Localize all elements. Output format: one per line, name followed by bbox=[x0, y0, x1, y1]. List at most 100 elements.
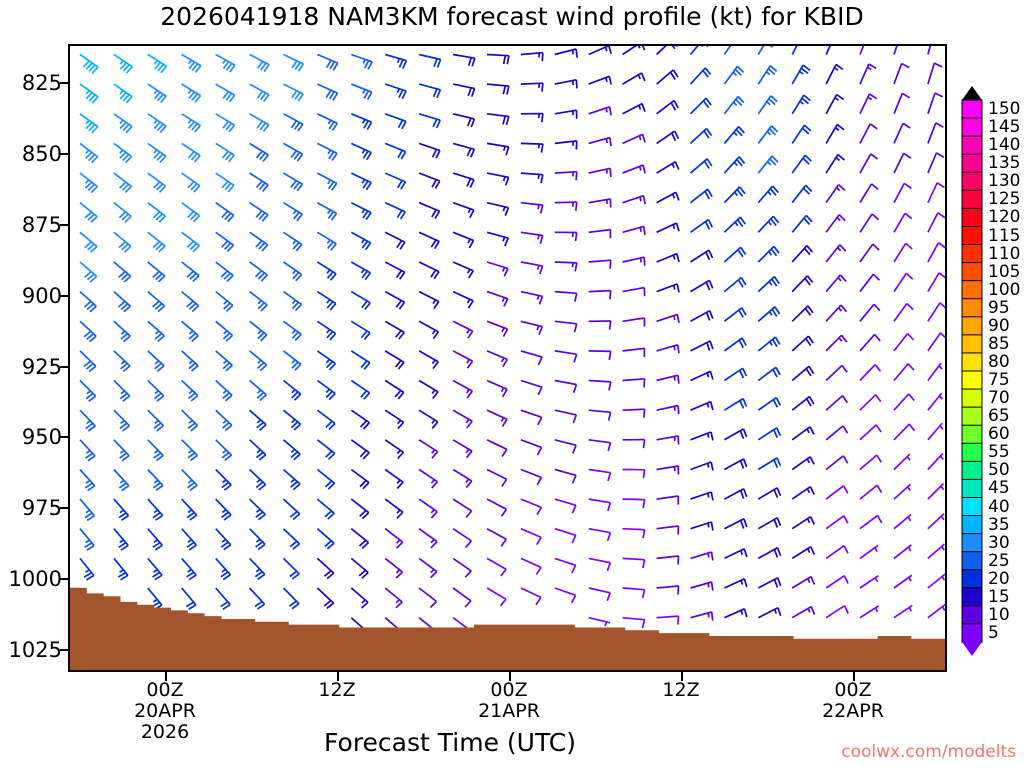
wind-barb bbox=[724, 548, 748, 560]
wind-barb bbox=[690, 279, 714, 293]
wind-barb bbox=[656, 555, 680, 565]
wind-barb bbox=[215, 202, 235, 223]
attribution-link[interactable]: coolwx.com/modelts bbox=[841, 742, 1016, 762]
wind-barb bbox=[181, 113, 202, 133]
x-axis-tick-label: 12Z bbox=[318, 680, 355, 701]
x-axis-tick-line: 00Z bbox=[834, 679, 872, 701]
wind-barb bbox=[656, 252, 680, 263]
wind-barb bbox=[554, 498, 577, 514]
wind-barb bbox=[181, 350, 199, 372]
wind-barb bbox=[350, 379, 371, 400]
y-axis-tick-label: 900 bbox=[21, 283, 62, 308]
wind-barb bbox=[282, 350, 302, 371]
wind-barb bbox=[724, 488, 748, 500]
x-axis-tick-line: 00Z bbox=[490, 679, 528, 701]
colorbar-swatch bbox=[961, 135, 983, 156]
y-axis-tick-label: 875 bbox=[21, 212, 62, 237]
wind-barb bbox=[181, 83, 202, 103]
wind-barb bbox=[622, 72, 646, 85]
colorbar-tick-label: 80 bbox=[988, 352, 1010, 372]
x-axis-tick-mark bbox=[853, 672, 855, 681]
wind-barb bbox=[384, 557, 404, 579]
wind-barb bbox=[282, 528, 301, 550]
wind-barb bbox=[316, 290, 337, 311]
wind-barb bbox=[350, 83, 373, 101]
wind-barb bbox=[622, 616, 646, 629]
wind-barb bbox=[757, 245, 780, 263]
wind-barb bbox=[723, 95, 745, 115]
wind-barb bbox=[588, 75, 613, 85]
y-axis-tick-mark bbox=[60, 507, 69, 510]
wind-barb bbox=[215, 379, 233, 402]
wind-barb bbox=[316, 439, 336, 460]
colorbar-swatch bbox=[961, 244, 983, 264]
y-axis-tick-label: 825 bbox=[21, 70, 62, 95]
colorbar-swatch bbox=[961, 496, 983, 517]
wind-barb bbox=[825, 153, 846, 174]
wind-barb bbox=[927, 92, 944, 115]
colorbar-tick-label: 10 bbox=[988, 604, 1010, 625]
wind-barb bbox=[656, 615, 680, 625]
wind-barb bbox=[418, 83, 442, 99]
colorbar-tick-label: 70 bbox=[988, 388, 1010, 409]
wind-barb bbox=[181, 172, 201, 193]
x-axis-tick-label: 00Z 20APR 2026 bbox=[134, 680, 196, 743]
wind-barb bbox=[418, 172, 441, 189]
colorbar-tick-label: 65 bbox=[988, 406, 1010, 427]
wind-barb bbox=[452, 320, 474, 339]
wind-barb bbox=[520, 51, 544, 62]
wind-barb bbox=[283, 172, 304, 192]
wind-barb bbox=[520, 201, 544, 214]
y-axis-tick-mark bbox=[60, 294, 69, 297]
page-title: 2026041918 NAM3KM forecast wind profile … bbox=[160, 2, 864, 31]
wind-barb bbox=[181, 53, 202, 73]
wind-barb bbox=[418, 201, 441, 219]
y-axis-tick-mark bbox=[60, 152, 69, 155]
wind-barb bbox=[859, 605, 880, 619]
wind-barb bbox=[181, 468, 198, 491]
wind-barb bbox=[690, 309, 714, 323]
wind-barb bbox=[181, 498, 198, 521]
wind-barb bbox=[622, 286, 646, 297]
wind-barb bbox=[656, 495, 680, 505]
wind-barb bbox=[350, 498, 370, 520]
wind-barb bbox=[622, 102, 646, 115]
colorbar-swatch bbox=[961, 551, 983, 571]
wind-barb bbox=[452, 527, 473, 548]
wind-barb bbox=[859, 93, 878, 115]
wind-barb bbox=[147, 557, 163, 581]
colorbar-swatch bbox=[961, 533, 983, 553]
wind-barb bbox=[79, 320, 97, 343]
wind-barb bbox=[690, 581, 714, 591]
wind-barb bbox=[723, 458, 748, 471]
wind-barb bbox=[249, 498, 266, 521]
wind-barb bbox=[79, 290, 97, 313]
wind-barb bbox=[79, 379, 97, 402]
wind-barb bbox=[147, 231, 166, 253]
wind-barb bbox=[351, 53, 373, 70]
x-axis-tick-line: 12Z bbox=[318, 679, 356, 701]
wind-barb bbox=[350, 350, 371, 370]
wind-barb bbox=[486, 201, 510, 217]
wind-barb bbox=[316, 201, 338, 221]
wind-barb bbox=[622, 438, 646, 449]
wind-barb bbox=[283, 231, 303, 252]
wind-barb bbox=[656, 343, 680, 354]
wind-barb bbox=[215, 587, 231, 611]
wind-barb bbox=[384, 439, 405, 460]
wind-barb bbox=[825, 63, 844, 85]
colorbar-tick-label: 75 bbox=[988, 370, 1010, 390]
wind-barb bbox=[316, 320, 337, 341]
wind-barb bbox=[79, 231, 98, 253]
wind-barb bbox=[181, 261, 200, 283]
wind-barb bbox=[283, 261, 303, 282]
wind-barb bbox=[825, 604, 849, 619]
wind-barb bbox=[215, 320, 234, 342]
wind-barb bbox=[215, 142, 235, 163]
wind-barb bbox=[248, 557, 266, 580]
wind-barb bbox=[452, 557, 472, 578]
wind-barb bbox=[757, 95, 778, 115]
wind-barb bbox=[316, 231, 337, 251]
wind-barb bbox=[316, 379, 336, 401]
wind-barb bbox=[689, 158, 713, 174]
